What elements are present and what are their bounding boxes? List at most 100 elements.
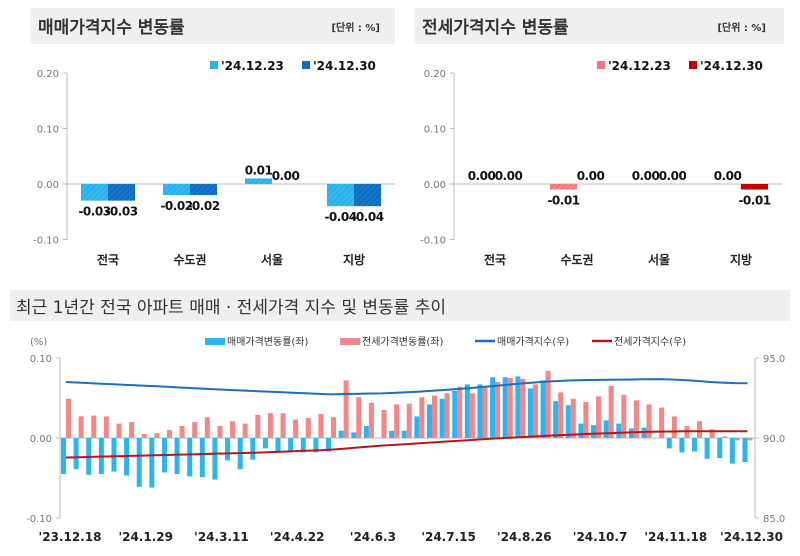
jeonse-change-bar (633, 400, 639, 438)
jeonse-change-bar (293, 419, 299, 438)
sale-change-bar (477, 384, 483, 438)
legend-label: 매매가격변동률(좌) (227, 335, 309, 348)
sale-bar (81, 184, 108, 201)
jeonse-change-bar (280, 413, 286, 438)
x-tick-label: '24.12.30 (720, 530, 783, 544)
jeonse-change-bar (734, 438, 740, 441)
sale-change-bar (578, 423, 584, 438)
jeonse-category-label: 전국 (484, 252, 506, 267)
sale-change-bar (426, 404, 432, 438)
jeonse-data-label: 0.00 (468, 169, 496, 183)
sale-data-label: -0.04 (324, 210, 356, 224)
jeonse-change-bar (394, 404, 400, 438)
x-tick-label: '24.6.3 (350, 530, 396, 544)
x-tick-label: '24.8.26 (497, 530, 552, 544)
sale-change-bar (136, 438, 142, 487)
sale-unit-note: [단위 : %] (331, 21, 380, 34)
jeonse-data-label: 0.00 (659, 169, 687, 183)
sale-category-label: 지방 (343, 252, 365, 267)
sale-change-bar (540, 380, 546, 438)
sale-change-chart: 0.200.100.00-0.10전국-0.03-0.03수도권-0.02-0.… (33, 59, 395, 267)
trend-panel-title: 최근 1년간 전국 아파트 매매 · 전세가격 지수 및 변동률 추이 (16, 298, 446, 318)
jeonse-change-bar (78, 416, 84, 438)
jeonse-change-bar (103, 416, 109, 438)
jeonse-change-bar (646, 404, 652, 438)
sale-panel-title: 매매가격지수 변동률 (38, 18, 185, 38)
sale-category-label: 전국 (97, 252, 119, 267)
jeonse-change-bar (255, 414, 261, 438)
legend-label: 전세가격변동률(좌) (362, 335, 444, 348)
jeonse-change-bar (583, 402, 589, 438)
sale-change-bar (351, 432, 357, 438)
sale-change-bar (553, 401, 559, 438)
sale-change-bar (527, 388, 533, 438)
sale-bar (354, 184, 381, 207)
sale-data-label: -0.03 (105, 205, 137, 219)
sale-y-tick-label: 0.20 (37, 69, 59, 80)
jeonse-change-bar (596, 396, 602, 438)
sale-legend-swatch (302, 61, 310, 69)
sale-change-bar (439, 398, 445, 438)
jeonse-legend-swatch (689, 61, 697, 69)
jeonse-change-bar (507, 378, 513, 438)
jeonse-data-label: 0.00 (577, 169, 605, 183)
sale-change-bar (225, 438, 231, 461)
sale-y-tick-label: 0.10 (37, 125, 59, 136)
jeonse-change-bar (545, 370, 551, 438)
sale-bar (108, 184, 135, 201)
jeonse-change-bar (305, 418, 311, 438)
jeonse-change-bar (709, 429, 715, 438)
sale-change-bar (666, 438, 672, 449)
sale-data-label: -0.03 (78, 205, 110, 219)
jeonse-change-bar (242, 423, 248, 438)
sale-change-bar (288, 438, 294, 452)
right-y-tick-label: 90.0 (763, 434, 785, 445)
sale-change-bar (111, 438, 117, 472)
jeonse-change-bar (368, 402, 374, 438)
sale-change-bar (250, 438, 256, 460)
jeonse-change-bar (532, 384, 538, 438)
jeonse-change-bar (469, 393, 475, 438)
jeonse-data-label: 0.00 (495, 169, 523, 183)
jeonse-change-bar (558, 392, 564, 438)
jeonse-unit-note: [단위 : %] (717, 21, 766, 34)
sale-change-bar (616, 423, 622, 438)
sale-change-bar (490, 377, 496, 438)
jeonse-change-bar (66, 398, 71, 438)
sale-legend-swatch (210, 61, 218, 69)
sale-bar (190, 184, 217, 196)
sale-change-bar (262, 438, 268, 449)
jeonse-change-bar (406, 403, 412, 438)
legend-swatch-bar (205, 338, 225, 345)
sale-change-bar (187, 438, 193, 477)
sale-data-label: 0.01 (245, 163, 273, 177)
jeonse-legend-label: '24.12.30 (700, 59, 763, 73)
jeonse-change-bar (621, 394, 627, 438)
sale-data-label: -0.02 (187, 199, 219, 213)
jeonse-change-bar (697, 421, 702, 438)
sale-change-bar (515, 376, 521, 438)
jeonse-change-bar (154, 433, 160, 438)
jeonse-change-bar (129, 422, 135, 438)
jeonse-change-bar (482, 387, 488, 438)
jeonse-y-tick-label: 0.10 (424, 125, 446, 136)
sale-bar (245, 178, 272, 184)
jeonse-legend-label: '24.12.23 (608, 59, 671, 73)
x-tick-label: '24.3.11 (194, 530, 249, 544)
sale-change-bar (199, 438, 205, 478)
jeonse-change-bar (116, 423, 122, 438)
sale-change-bar (389, 430, 395, 438)
sale-change-bar (704, 438, 710, 459)
left-y-tick-label: -0.10 (26, 514, 52, 525)
jeonse-category-label: 지방 (730, 252, 752, 267)
jeonse-change-bar (722, 436, 728, 438)
jeonse-change-bar (217, 426, 223, 438)
jeonse-change-bar (141, 434, 147, 438)
jeonse-change-bar (444, 393, 450, 438)
jeonse-category-label: 수도권 (560, 253, 593, 267)
jeonse-change-bar (457, 386, 463, 438)
sale-change-bar (692, 438, 697, 452)
sale-data-label: -0.02 (160, 199, 192, 213)
